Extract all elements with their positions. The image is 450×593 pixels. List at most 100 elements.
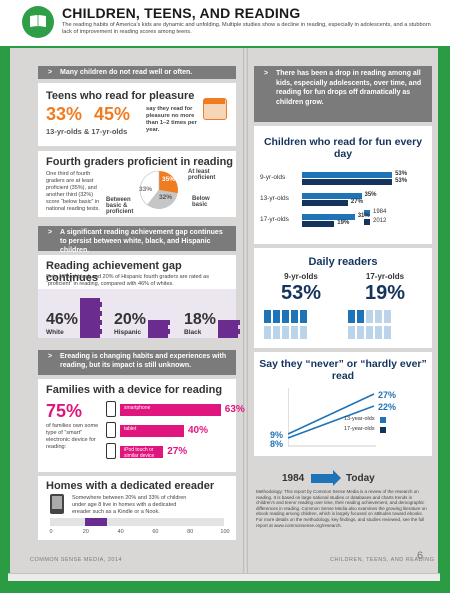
section-band-1: > Many children do not read well or ofte… [38,66,236,79]
fun-bar-2012 [302,179,393,185]
person-icon [264,326,271,339]
book-stack-bar [148,324,168,330]
book-stack-bar [148,319,170,325]
person-icon [375,310,382,323]
footer-left: COMMON SENSE MEDIA, 2014 [30,557,123,563]
never-legend-swatch-13 [380,417,386,423]
pie-slice-between [139,170,160,206]
section-band-2: > A significant reading achievement gap … [38,226,236,254]
chevron-right-icon: > [48,69,53,76]
device-label: iPod touch or similar device [124,447,155,459]
chevron-right-icon: > [264,70,269,77]
fourth-desc: One third of fourth graders are at least… [46,171,100,212]
book-stack-bar [218,324,238,330]
book-stack-bar [148,333,168,338]
book-stack-bar [148,328,170,334]
devices-card: Families with a device for reading 75% o… [38,379,245,472]
person-icon [384,310,391,323]
device-label: smartphone [124,405,151,411]
fun-value-1984: 35% [364,192,377,198]
device-icon [106,422,116,438]
gap-label: Black [184,329,202,336]
teens-card: Teens who read for pleasure 33% 45% 13-y… [38,83,236,146]
book-stack-bar [80,315,100,321]
book-stack-bar [218,319,240,325]
book-stack-bar [80,328,102,334]
line-17-year-olds [288,393,375,435]
person-icon [366,326,373,339]
book-spine [243,48,248,573]
book-stack-bar [80,297,100,303]
section-band-3: > Ereading is changing habits and experi… [38,350,236,375]
fun-value-2012: 19% [337,220,350,226]
right-band-text: There has been a drop in reading among a… [276,70,422,106]
person-icon [300,326,307,339]
proficiency-pie [139,170,178,209]
device-value: 40% [188,425,209,436]
page-number: 6 [417,550,424,562]
book-stack-bar [218,328,240,334]
right-band: > There has been a drop in reading among… [254,66,432,122]
ereader-tick: 100 [220,529,230,535]
device-label: tablet [124,426,137,432]
section-band-2-text: A significant reading achievement gap co… [60,229,223,254]
fun-value-2012: 53% [395,178,408,184]
pie-value-below: 32% [159,194,173,201]
gap-value: 46% [46,311,79,328]
ereader-title: Homes with a dedicated ereader [46,480,215,492]
person-icon [375,326,382,339]
pie-label-between: Between basic & proficient [106,197,134,215]
fourth-title: Fourth graders proficient in reading [46,156,234,168]
person-icon [273,310,280,323]
device-bar [120,425,184,437]
pie-value-at-least: 35% [162,176,176,183]
teens-desc: say they read for pleasure no more than … [146,106,197,133]
person-icon [291,310,298,323]
gap-card: Reading achievement gap continues Only 1… [38,255,240,338]
person-icon [282,310,289,323]
daily-value-17: 19% [364,282,406,304]
never-legend-13: 13-year-olds [344,416,375,422]
person-icon [300,310,307,323]
arrow-right-icon [311,474,333,483]
device-icon [106,401,116,417]
never-13-today: 22% [378,402,397,412]
pie-label-below: Below basic [192,196,210,208]
section-band-3-text: Ereading is changing habits and experien… [60,353,227,369]
fun-title: Children who read for fun every day [263,136,423,160]
ereader-desc: Somewhere between 20% and 33% of childre… [72,495,187,515]
pie-slice-at-least [159,171,178,194]
pie-slice-below [147,190,178,209]
ereader-icon [50,494,64,514]
never-year-to: Today [346,473,375,484]
gap-label: Hispanic [114,329,142,336]
fun-bar-2012 [302,221,335,227]
arrow-head [333,470,341,486]
page-title: CHILDREN, TEENS, AND READING [62,5,301,21]
book-stack-bar [80,333,100,338]
never-chart [288,388,376,447]
fun-value-1984: 53% [395,171,408,177]
line-13-year-olds [288,405,375,439]
gap-label: White [46,329,64,336]
fun-bar-1984 [302,193,362,199]
gap-title: Reading achievement gap continues [46,260,182,284]
book-stack-bar [80,302,102,308]
device-value: 27% [167,446,188,457]
person-icon [291,326,298,339]
daily-title: Daily readers [308,256,378,268]
footer-right: CHILDREN, TEENS, AND READING [330,557,435,563]
teens-age-label: 13-yr-olds & 17-yr-olds [46,127,128,136]
ereader-scale [50,518,224,526]
person-icon [348,326,355,339]
never-13-1984: 8% [270,439,284,449]
never-17-today: 27% [378,390,397,400]
never-legend-17: 17-year-olds [344,426,375,432]
book-stack-bar [218,333,238,338]
daily-label-9: 9-yr-olds [284,272,318,281]
section-band-1-text: Many children do not read well or often. [60,69,193,76]
fun-value-1984: 31% [357,213,370,219]
fun-row-label: 9-yr-olds [260,174,286,181]
calendar-icon [203,98,227,120]
never-title: Say they “never” or “hardly ever” read [259,358,427,382]
